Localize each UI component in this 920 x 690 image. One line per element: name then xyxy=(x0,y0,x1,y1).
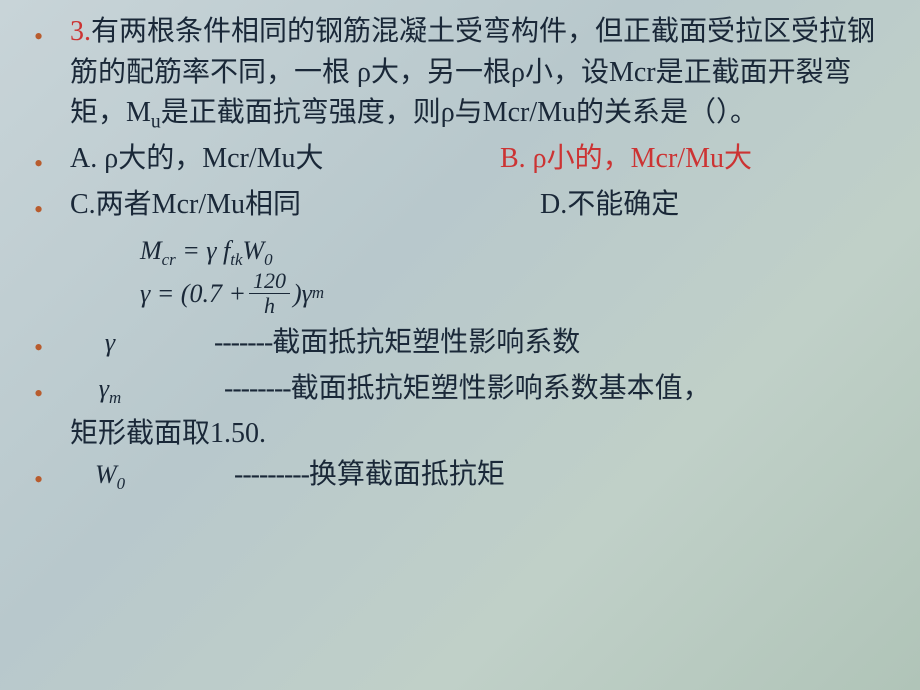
options-row-2: • C.两者Mcr/Mu相同 D.不能确定 xyxy=(30,185,880,229)
bullet-icon: • xyxy=(30,139,70,183)
option-a: A. ρ大的，Mcr/Mu大 xyxy=(70,139,500,180)
def-w0: W0 ---------换算截面抵抗矩 xyxy=(70,455,880,497)
fraction: 120 h xyxy=(249,270,290,317)
bullet-icon: • xyxy=(30,185,70,229)
formula-gamma: γ = (0.7 + 120 h )γm xyxy=(140,270,880,317)
frac-num: 120 xyxy=(249,270,290,294)
dashes: --------- xyxy=(234,459,309,490)
f2-sub-m: m xyxy=(312,281,324,306)
question-row: • 3.有两根条件相同的钢筋混凝土受弯构件，但正截面受拉区受拉钢筋的配筋率不同，… xyxy=(30,12,880,137)
gm-sym: γ xyxy=(99,374,109,403)
f-sub-0: 0 xyxy=(264,250,272,269)
dashes: -------- xyxy=(224,373,291,404)
option-b: B. ρ小的，Mcr/Mu大 xyxy=(500,139,752,180)
f-sub-tk: tk xyxy=(230,250,242,269)
gammam-symbol: γm xyxy=(70,370,150,411)
option-d: D.不能确定 xyxy=(540,185,679,226)
options-line-2: C.两者Mcr/Mu相同 D.不能确定 xyxy=(70,185,880,226)
w0-desc: 换算截面抵抗矩 xyxy=(309,459,505,490)
f-eq: = γ f xyxy=(176,236,231,265)
frac-den: h xyxy=(264,294,275,317)
options-row-1: • A. ρ大的，Mcr/Mu大 B. ρ小的，Mcr/Mu大 xyxy=(30,139,880,183)
options-line-1: A. ρ大的，Mcr/Mu大 B. ρ小的，Mcr/Mu大 xyxy=(70,139,880,180)
bullet-icon: • xyxy=(30,369,70,413)
def-gamma-row: • γ -------截面抵抗矩塑性影响系数 xyxy=(30,323,880,367)
w0-sym: W xyxy=(95,460,117,489)
def-gammam-cont: 矩形截面取1.50. xyxy=(30,414,880,455)
bullet-icon: • xyxy=(30,323,70,367)
f2-post: )γ xyxy=(293,275,312,313)
gamma-desc: 截面抵抗矩塑性影响系数 xyxy=(272,327,580,358)
gm-sub: m xyxy=(109,388,121,407)
bullet-icon: • xyxy=(30,12,70,56)
gamma-symbol: γ xyxy=(70,324,150,362)
f-w: W xyxy=(242,236,264,265)
formula-block: Mcr = γ ftkW0 γ = (0.7 + 120 h )γm xyxy=(140,235,880,317)
f2-pre: γ = (0.7 + xyxy=(140,275,246,313)
def-gamma: γ -------截面抵抗矩塑性影响系数 xyxy=(70,323,880,364)
formula-mcr: Mcr = γ ftkW0 xyxy=(140,235,880,270)
f-sub-cr: cr xyxy=(162,250,176,269)
w0-symbol: W0 xyxy=(70,456,150,497)
option-c: C.两者Mcr/Mu相同 xyxy=(70,185,540,226)
subscript-u: u xyxy=(151,112,161,133)
bullet-icon: • xyxy=(30,455,70,499)
def-gammam: γm --------截面抵抗矩塑性影响系数基本值， xyxy=(70,369,880,411)
def-w0-row: • W0 ---------换算截面抵抗矩 xyxy=(30,455,880,499)
question-text: 3.有两根条件相同的钢筋混凝土受弯构件，但正截面受拉区受拉钢筋的配筋率不同，一根… xyxy=(70,12,880,137)
gammam-desc: 截面抵抗矩塑性影响系数基本值， xyxy=(291,373,711,404)
question-body-2: 是正截面抗弯强度，则ρ与Mcr/Mu的关系是（）。 xyxy=(161,97,758,128)
def-gammam-row: • γm --------截面抵抗矩塑性影响系数基本值， xyxy=(30,369,880,413)
dashes: ------- xyxy=(214,327,272,358)
question-number: 3. xyxy=(70,16,91,47)
w0-sub: 0 xyxy=(117,474,125,493)
f-m: M xyxy=(140,236,162,265)
